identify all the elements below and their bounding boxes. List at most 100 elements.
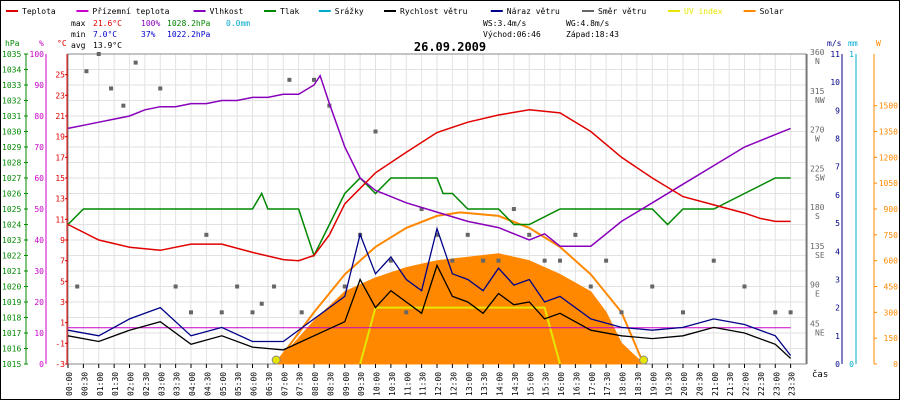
x-tick-label: 16:30 [572, 372, 581, 396]
wind-direction-point [84, 69, 89, 74]
x-tick-label: 21:30 [726, 372, 735, 396]
wind-direction-point [173, 284, 178, 289]
solar-axis-unit: W [876, 39, 881, 48]
x-tick-label: 23:00 [772, 372, 781, 396]
wind-tick-label: 2 [835, 304, 840, 313]
humidity-line [67, 73, 791, 247]
direction-tick-label: 45 [810, 319, 820, 328]
wind-direction-point [373, 129, 378, 134]
direction-tick-label: 90 [810, 281, 820, 290]
legend-label-1: Přízemní teplota [92, 7, 169, 16]
wind-direction-point [573, 232, 578, 237]
x-axis-label: čas [812, 369, 828, 380]
solar-tick-label: 600 [884, 257, 899, 266]
temperature-tick-label: 23 [55, 91, 65, 100]
x-tick-label: 18:30 [634, 372, 643, 396]
x-tick-label: 23:30 [788, 372, 797, 396]
humidity-axis-unit: % [39, 39, 44, 48]
rain-axis-unit: mm [848, 39, 858, 48]
x-tick-label: 04:30 [203, 372, 212, 396]
wind-direction-point [312, 77, 316, 82]
pressure-tick-label: 1029 [2, 143, 21, 152]
pressure-tick-label: 1026 [2, 190, 21, 199]
wind-direction-point [465, 232, 470, 237]
wind-direction-point [588, 284, 593, 289]
x-tick-label: 08:00 [311, 372, 320, 396]
humidity-tick-label: 90 [34, 81, 44, 90]
wind-speed-line [67, 263, 792, 359]
direction-compass-label: E [815, 290, 820, 299]
stats-max-press: 1028.2hPa [167, 19, 211, 28]
stats-min-press: 1022.2hPa [167, 30, 211, 39]
x-tick-label: 13:30 [480, 372, 489, 396]
temperature-axis-unit: °C [57, 39, 67, 48]
stats-max-rain: 0.0mm [226, 19, 250, 28]
x-tick-label: 08:30 [326, 372, 335, 396]
wind-direction-point [481, 258, 486, 263]
legend-label-3: Tlak [280, 7, 299, 16]
wind-direction-point [158, 86, 163, 91]
wind-direction-point [788, 310, 793, 315]
solar-tick-label: 1050 [879, 179, 898, 188]
pressure-axis-unit: hPa [5, 39, 20, 48]
direction-compass-label: NW [815, 96, 825, 105]
wind-direction-point [558, 258, 562, 263]
x-tick-label: 15:30 [542, 372, 551, 396]
wind-direction-point [342, 284, 347, 289]
pressure-tick-label: 1030 [2, 128, 21, 137]
x-tick-label: 20:30 [695, 372, 704, 396]
humidity-tick-label: 50 [34, 205, 44, 214]
x-tick-label: 06:00 [250, 372, 259, 396]
wind-direction-point [250, 310, 255, 315]
humidity-tick-label: 40 [34, 236, 44, 245]
stats-ws: WS:3.4m/s [483, 19, 527, 28]
pressure-tick-label: 1035 [2, 50, 21, 59]
solar-max-line [274, 211, 645, 365]
wind-tick-label: 9 [835, 106, 840, 115]
wind-tick-label: 0 [835, 360, 840, 369]
pressure-tick-label: 1019 [2, 298, 21, 307]
humidity-tick-label: 0 [39, 360, 44, 369]
wind-direction-point [133, 60, 138, 65]
wind-tick-label: 1 [835, 332, 840, 341]
x-tick-label: 03:30 [173, 372, 182, 396]
wind-direction-point [204, 232, 209, 237]
wind-direction-point [404, 310, 409, 315]
humidity-tick-label: 10 [34, 329, 44, 338]
x-tick-label: 07:30 [296, 372, 305, 396]
temperature-tick-label: 13 [55, 195, 65, 204]
wind-direction-point [219, 310, 224, 315]
legend-label-5: Rychlost větru [400, 7, 468, 16]
x-tick-label: 01:30 [111, 372, 120, 396]
stats-min-temp: 7.0°C [93, 30, 117, 39]
wind-direction-point [287, 77, 292, 82]
x-tick-label: 02:30 [142, 372, 151, 396]
stats-wg: WG:4.8m/s [566, 19, 610, 28]
direction-tick-label: 225 [810, 164, 825, 173]
solar-tick-label: 150 [884, 334, 899, 343]
solar-tick-label: 0 [893, 360, 898, 369]
pressure-tick-label: 1025 [2, 205, 21, 214]
pressure-tick-label: 1016 [2, 345, 21, 354]
wind-tick-label: 7 [835, 163, 840, 172]
x-tick-label: 17:30 [603, 372, 612, 396]
x-tick-label: 12:00 [434, 372, 443, 396]
stats-max-temp: 21.6°C [93, 19, 122, 28]
x-tick-label: 19:30 [665, 372, 674, 396]
x-tick-label: 05:00 [219, 372, 228, 396]
x-tick-label: 12:30 [449, 372, 458, 396]
legend-label-8: UV index [684, 7, 723, 16]
wind-direction-point [773, 310, 778, 315]
wind-tick-label: 11 [830, 50, 840, 59]
temperature-tick-label: 9 [60, 236, 65, 245]
wind-direction-point [259, 301, 264, 306]
humidity-tick-label: 100 [30, 50, 45, 59]
wind-direction-point [511, 207, 516, 211]
wind-direction-point [299, 310, 304, 315]
wind-direction-point [109, 86, 114, 91]
temperature-tick-label: 3 [60, 298, 65, 307]
wind-direction-point [419, 207, 424, 211]
x-tick-label: 10:30 [388, 372, 397, 396]
